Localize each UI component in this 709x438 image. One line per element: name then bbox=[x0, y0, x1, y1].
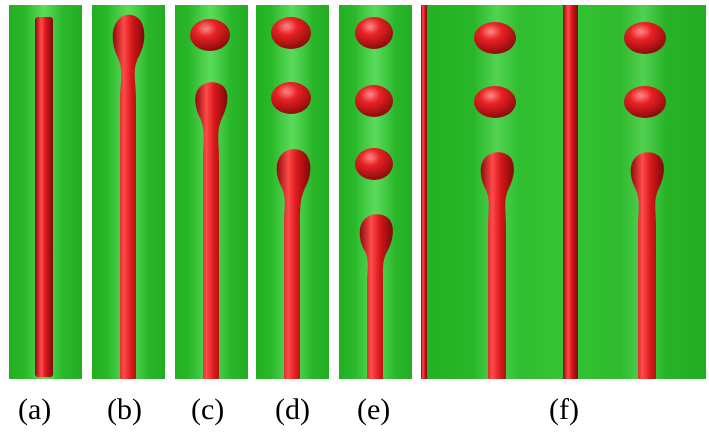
panel-c-droplet bbox=[190, 19, 230, 51]
panel-f-left-edge-thread bbox=[421, 5, 427, 379]
panel-a-thread bbox=[35, 17, 53, 377]
panel-b bbox=[92, 5, 165, 379]
panel-f-droplet-right-1 bbox=[624, 22, 666, 54]
panel-d bbox=[256, 5, 329, 379]
panel-f-droplet-left-2 bbox=[474, 86, 516, 118]
panel-a bbox=[9, 5, 82, 379]
panel-f-droplet-right-2 bbox=[624, 86, 666, 118]
caption-f: (f) bbox=[549, 393, 579, 426]
panel-d-droplet-2 bbox=[271, 82, 311, 114]
panel-f bbox=[421, 5, 706, 379]
panel-e-droplet-2 bbox=[355, 85, 393, 117]
panel-b-thread bbox=[112, 14, 145, 379]
caption-a: (a) bbox=[18, 393, 52, 426]
panel-d-droplet-1 bbox=[271, 17, 311, 49]
panel-e-droplet-1 bbox=[355, 17, 393, 49]
caption-e: (e) bbox=[357, 393, 391, 426]
panel-f-thread-left bbox=[480, 152, 514, 379]
caption-d: (d) bbox=[275, 393, 310, 426]
panel-f-middle-thread bbox=[563, 5, 578, 379]
panel-e-droplet-3 bbox=[355, 148, 393, 180]
panel-d-thread bbox=[276, 149, 311, 379]
panel-c-thread bbox=[195, 82, 228, 379]
panel-f-droplet-left-1 bbox=[474, 22, 516, 54]
caption-c: (c) bbox=[191, 393, 225, 426]
panel-e bbox=[339, 5, 412, 379]
panel-f-thread-right bbox=[630, 152, 664, 379]
panel-c bbox=[175, 5, 248, 379]
caption-b: (b) bbox=[107, 393, 142, 426]
panel-e-thread bbox=[359, 214, 393, 379]
